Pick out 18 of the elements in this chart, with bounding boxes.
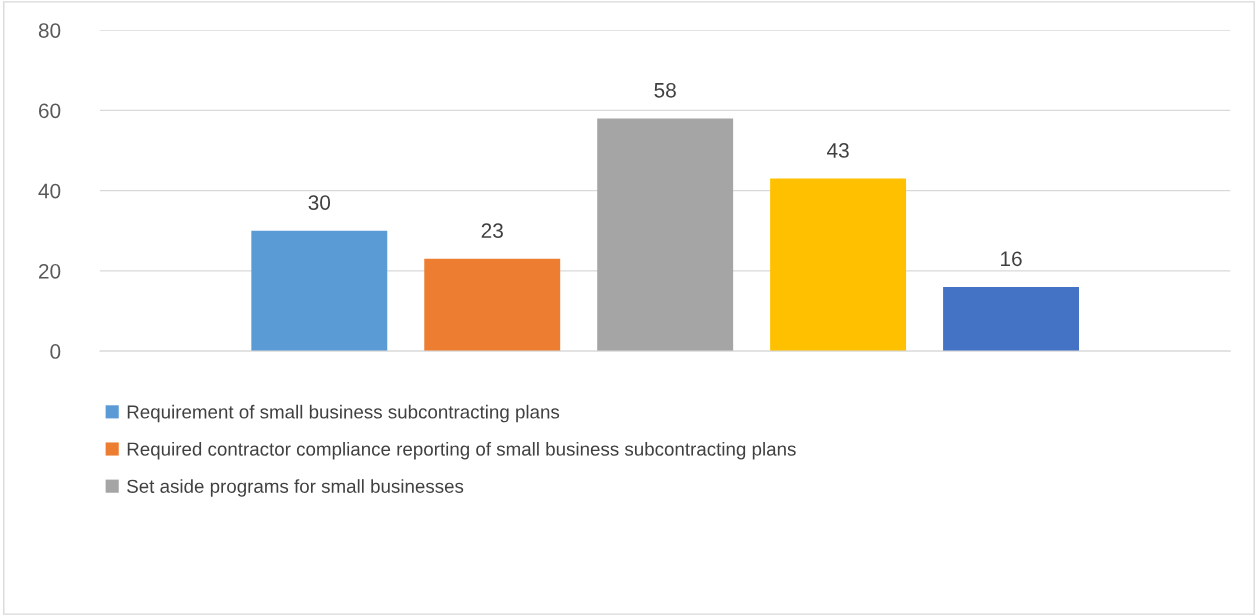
y-tick-label: 20 [39, 263, 61, 279]
data-label: 23 [481, 223, 503, 239]
bar [597, 118, 734, 352]
bar [251, 230, 388, 352]
bar [424, 258, 561, 352]
y-tick-label: 0 [50, 344, 61, 359]
legend-label: Required contractor compliance reporting of small business subcontracting plans [127, 441, 796, 460]
y-tick-label: 40 [38, 183, 61, 199]
bar [770, 178, 907, 352]
legend-label: Requirement of small business subcontracting plans [127, 404, 560, 423]
data-label: 16 [1001, 251, 1022, 267]
data-label: 58 [654, 82, 676, 98]
data-label: 43 [827, 143, 849, 158]
data-label: 30 [308, 195, 331, 210]
bar [943, 286, 1080, 352]
legend-label: Set aside programs for small businesses [127, 479, 464, 497]
y-tick-label: 60 [39, 103, 61, 119]
y-tick-label: 80 [38, 23, 61, 38]
